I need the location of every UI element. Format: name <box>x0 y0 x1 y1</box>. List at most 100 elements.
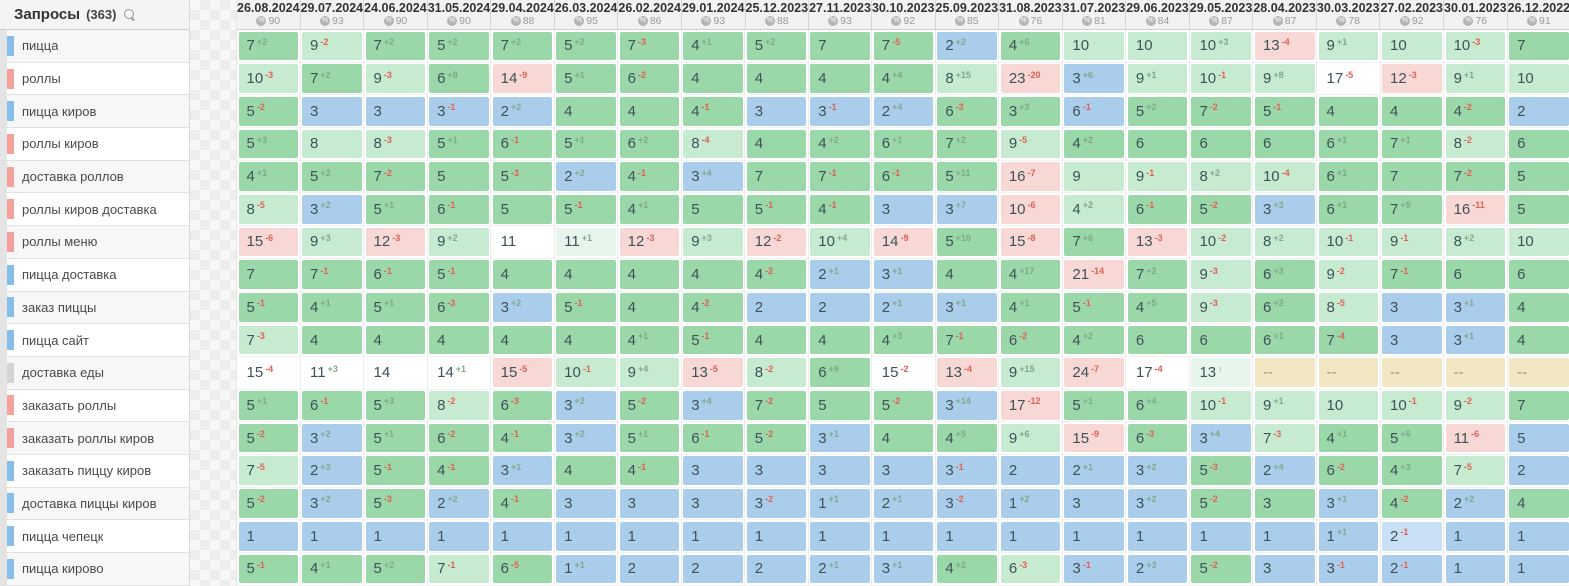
position-cell[interactable]: 5 -1 <box>556 194 616 224</box>
position-cell[interactable]: 15 -9 <box>1064 423 1124 453</box>
position-cell[interactable]: 17 -4 <box>1127 358 1188 388</box>
position-cell[interactable]: 5 +3 <box>365 391 426 420</box>
position-cell[interactable]: 3 +4 <box>683 162 743 191</box>
position-cell[interactable]: 8 -2 <box>429 391 489 420</box>
position-cell[interactable]: 10 -1 <box>1382 391 1442 420</box>
position-cell[interactable]: 4 -1 <box>810 194 870 224</box>
position-cell[interactable]: 1 <box>556 521 616 551</box>
position-cell[interactable]: 2 +1 <box>1064 456 1124 486</box>
position-cell[interactable]: 4 +4 <box>873 64 934 93</box>
position-cell[interactable]: 10 -1 <box>1191 64 1251 93</box>
position-cell[interactable]: 6 <box>1509 260 1569 289</box>
position-cell[interactable]: 6 +1 <box>1318 162 1379 191</box>
position-cell[interactable]: 10 <box>1127 31 1188 61</box>
position-cell[interactable]: 3 +2 <box>302 423 362 453</box>
position-cell[interactable]: 7 -5 <box>1445 456 1506 486</box>
position-cell[interactable]: 7 -1 <box>937 325 997 355</box>
position-cell[interactable]: 4 +3 <box>873 325 934 355</box>
position-cell[interactable]: 4 +3 <box>1382 456 1442 486</box>
position-cell[interactable]: 4 +2 <box>937 554 997 584</box>
position-cell[interactable]: 2 -1 <box>1382 554 1442 584</box>
position-cell[interactable]: 9 -3 <box>1191 260 1251 289</box>
position-cell[interactable]: -- <box>1318 358 1379 388</box>
position-cell[interactable]: 10 <box>1509 227 1569 257</box>
position-cell[interactable]: 5 -1 <box>238 293 299 322</box>
date-header[interactable]: 24.06.2024% 90 <box>364 0 428 29</box>
position-cell[interactable]: 5 +2 <box>1127 96 1188 126</box>
position-cell[interactable]: 5 +6 <box>1382 423 1442 453</box>
position-cell[interactable]: 5 -1 <box>1064 293 1124 322</box>
position-cell[interactable]: 4 <box>492 260 553 289</box>
position-cell[interactable]: 4 +2 <box>1064 129 1124 159</box>
position-cell[interactable]: 5 -1 <box>746 194 807 224</box>
position-cell[interactable]: 7 -3 <box>1254 423 1315 453</box>
position-cell[interactable]: 12 -3 <box>619 227 680 257</box>
position-cell[interactable]: 4 -1 <box>619 162 680 191</box>
position-cell[interactable]: 3 +1 <box>492 456 553 486</box>
query-row[interactable]: заказ пиццы <box>0 291 189 325</box>
position-cell[interactable]: 3 +1 <box>937 293 997 322</box>
position-cell[interactable]: 6 -3 <box>937 96 997 126</box>
position-cell[interactable]: 4 <box>746 129 807 159</box>
position-cell[interactable]: 5 +2 <box>365 554 426 584</box>
query-row[interactable]: доставка еды <box>0 356 189 390</box>
position-cell[interactable]: 3 +2 <box>556 423 616 453</box>
position-cell[interactable]: 7 +6 <box>1064 227 1124 257</box>
position-cell[interactable]: 8 -5 <box>238 194 299 224</box>
position-cell[interactable]: 7 -4 <box>1318 325 1379 355</box>
position-cell[interactable]: 7 -3 <box>619 31 680 61</box>
position-cell[interactable]: 2 <box>746 554 807 584</box>
position-cell[interactable]: 9 -2 <box>302 31 362 61</box>
position-cell[interactable]: 4 +5 <box>1127 293 1188 322</box>
position-cell[interactable]: 17 -5 <box>1318 64 1379 93</box>
position-cell[interactable]: 1 <box>873 521 934 551</box>
position-cell[interactable]: 3 -1 <box>937 456 997 486</box>
search-icon[interactable] <box>124 8 136 21</box>
position-cell[interactable]: 9 +1 <box>1254 391 1315 420</box>
position-cell[interactable]: 8 -4 <box>683 129 743 159</box>
position-cell[interactable]: 10 <box>1382 31 1442 61</box>
position-cell[interactable]: 1 <box>1127 521 1188 551</box>
position-cell[interactable]: 6 -1 <box>365 260 426 289</box>
position-cell[interactable]: 2 +1 <box>873 293 934 322</box>
position-cell[interactable]: 3 <box>302 96 362 126</box>
position-cell[interactable]: 2 +1 <box>810 260 870 289</box>
position-cell[interactable]: 10 -1 <box>1318 227 1379 257</box>
position-cell[interactable]: 7 +2 <box>365 31 426 61</box>
query-row[interactable]: пицца киров <box>0 95 189 129</box>
query-row[interactable]: роллы киров <box>0 128 189 161</box>
position-cell[interactable]: 3 <box>619 489 680 518</box>
position-cell[interactable]: 5 +1 <box>556 129 616 159</box>
date-header[interactable]: 29.07.2024% 93 <box>301 0 365 29</box>
position-cell[interactable]: 7 +2 <box>302 64 362 93</box>
position-cell[interactable]: -- <box>1382 358 1442 388</box>
position-cell[interactable]: 4 +1 <box>619 194 680 224</box>
position-cell[interactable]: 5 <box>810 391 870 420</box>
position-cell[interactable]: 4 <box>1509 293 1569 322</box>
date-header[interactable]: 26.03.2024% 95 <box>555 0 619 29</box>
position-cell[interactable]: 4 -2 <box>1445 96 1506 126</box>
position-cell[interactable]: 3 <box>810 456 870 486</box>
position-cell[interactable]: 1 <box>683 521 743 551</box>
position-cell[interactable]: 7 -1 <box>1382 260 1442 289</box>
position-cell[interactable]: 6 +3 <box>1254 260 1315 289</box>
position-cell[interactable]: 16 -11 <box>1445 194 1506 224</box>
position-cell[interactable]: 5 +2 <box>429 31 489 61</box>
position-cell[interactable]: 5 <box>429 162 489 191</box>
position-cell[interactable]: 4 +2 <box>1064 194 1124 224</box>
position-cell[interactable]: 3 <box>873 194 934 224</box>
position-cell[interactable]: 11 +3 <box>302 358 362 388</box>
date-header[interactable]: 26.12.2022% 91 <box>1508 0 1569 29</box>
position-cell[interactable]: 4 -1 <box>619 456 680 486</box>
position-cell[interactable]: 3 +2 <box>556 391 616 420</box>
position-cell[interactable]: 3 -1 <box>1318 554 1379 584</box>
position-cell[interactable]: 2 <box>810 293 870 322</box>
position-cell[interactable]: 6 -2 <box>429 423 489 453</box>
position-cell[interactable]: 5 +10 <box>937 227 997 257</box>
position-cell[interactable]: 9 +1 <box>1318 31 1379 61</box>
date-header[interactable]: 29.05.2023% 87 <box>1190 0 1254 29</box>
position-cell[interactable]: 6 +4 <box>1127 391 1188 420</box>
position-cell[interactable]: 7 -2 <box>1445 162 1506 191</box>
position-cell[interactable]: 9 -3 <box>1191 293 1251 322</box>
position-cell[interactable]: 7 <box>1509 391 1569 420</box>
